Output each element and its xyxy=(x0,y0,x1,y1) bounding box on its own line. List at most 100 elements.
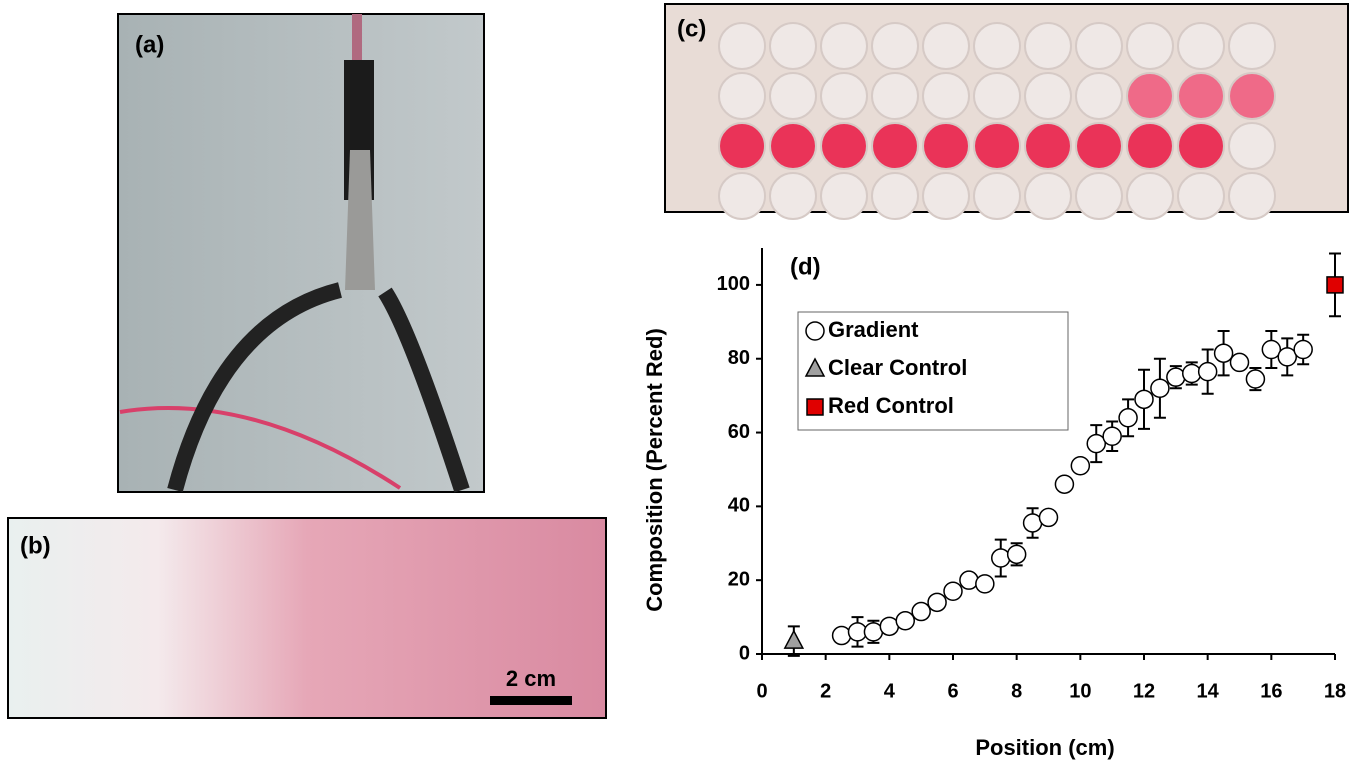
well xyxy=(923,173,969,219)
well xyxy=(770,123,816,169)
well xyxy=(821,73,867,119)
well xyxy=(770,23,816,69)
data-point xyxy=(1151,379,1169,397)
data-point xyxy=(976,575,994,593)
well xyxy=(1229,23,1275,69)
well xyxy=(974,23,1020,69)
figure: (a) (b) 2 cm (c) 0 20 40 60 80 100 0 2 4 6 8 10 12 14… xyxy=(0,0,1367,773)
panel-label: (a) xyxy=(135,31,164,58)
data-point xyxy=(896,612,914,630)
well xyxy=(1178,23,1224,69)
well xyxy=(1076,23,1122,69)
well xyxy=(1025,73,1071,119)
data-point xyxy=(1167,368,1185,386)
x-tick-label: 10 xyxy=(1069,680,1091,702)
y-axis-title: Composition (Percent Red) xyxy=(642,328,667,612)
data-point xyxy=(1183,364,1201,382)
x-axis-title: Position (cm) xyxy=(975,735,1114,760)
data-point xyxy=(785,631,803,648)
well xyxy=(1178,173,1224,219)
x-tick-label: 12 xyxy=(1133,680,1155,702)
panel-label: (c) xyxy=(677,15,706,42)
data-point xyxy=(1215,344,1233,362)
x-tick-label: 0 xyxy=(756,680,767,702)
y-tick-label: 100 xyxy=(717,273,750,295)
well xyxy=(923,73,969,119)
well xyxy=(1127,73,1173,119)
data-point xyxy=(1103,427,1121,445)
legend-marker xyxy=(806,322,824,340)
panel-label: (d) xyxy=(790,253,821,280)
well xyxy=(1076,73,1122,119)
well xyxy=(719,73,765,119)
well xyxy=(974,73,1020,119)
data-point xyxy=(944,582,962,600)
y-tick-label: 20 xyxy=(728,568,750,590)
well xyxy=(1229,173,1275,219)
data-point xyxy=(1119,409,1137,427)
x-tick-label: 14 xyxy=(1197,680,1220,702)
legend-label: Gradient xyxy=(828,317,919,342)
data-point xyxy=(1071,457,1089,475)
data-point xyxy=(1294,341,1312,359)
well xyxy=(1127,23,1173,69)
y-tick-label: 80 xyxy=(728,347,750,369)
well xyxy=(719,23,765,69)
data-point xyxy=(912,603,930,621)
data-point xyxy=(1327,277,1343,293)
y-tick-label: 40 xyxy=(728,495,750,517)
well xyxy=(1229,123,1275,169)
data-point xyxy=(1055,475,1073,493)
panel-label: (b) xyxy=(20,532,51,559)
well xyxy=(1178,73,1224,119)
y-tick-label: 60 xyxy=(728,421,750,443)
data-point xyxy=(992,549,1010,567)
well xyxy=(974,123,1020,169)
well xyxy=(872,123,918,169)
data-point xyxy=(1040,508,1058,526)
well xyxy=(1025,123,1071,169)
well xyxy=(1076,173,1122,219)
y-tick-label: 0 xyxy=(739,642,750,664)
scale-bar-label: 2 cm xyxy=(506,666,556,691)
well xyxy=(923,23,969,69)
well xyxy=(1127,173,1173,219)
data-point xyxy=(1231,353,1249,371)
x-tick-label: 6 xyxy=(947,680,958,702)
well xyxy=(872,173,918,219)
photo-a: (a) xyxy=(118,14,484,492)
well xyxy=(872,73,918,119)
well xyxy=(1229,73,1275,119)
well xyxy=(1025,23,1071,69)
x-tick-label: 8 xyxy=(1011,680,1022,702)
legend-label: Red Control xyxy=(828,393,954,418)
well xyxy=(1178,123,1224,169)
well xyxy=(1076,123,1122,169)
data-point xyxy=(1008,545,1026,563)
photo-c: (c) xyxy=(665,4,1348,219)
data-point xyxy=(1199,363,1217,381)
well xyxy=(1127,123,1173,169)
x-tick-label: 16 xyxy=(1260,680,1282,702)
legend-marker xyxy=(807,399,823,415)
well xyxy=(974,173,1020,219)
data-point xyxy=(1246,370,1264,388)
well xyxy=(770,73,816,119)
well xyxy=(719,123,765,169)
data-point xyxy=(833,627,851,645)
x-tick-label: 4 xyxy=(884,680,896,702)
well xyxy=(872,23,918,69)
x-tick-label: 2 xyxy=(820,680,831,702)
well xyxy=(821,173,867,219)
data-point xyxy=(928,593,946,611)
well xyxy=(821,23,867,69)
well xyxy=(923,123,969,169)
well xyxy=(821,123,867,169)
well xyxy=(719,173,765,219)
data-point xyxy=(960,571,978,589)
well xyxy=(1025,173,1071,219)
data-point xyxy=(1135,390,1153,408)
photo-b: (b) 2 cm xyxy=(8,518,606,718)
x-tick-label: 18 xyxy=(1324,680,1346,702)
well xyxy=(770,173,816,219)
